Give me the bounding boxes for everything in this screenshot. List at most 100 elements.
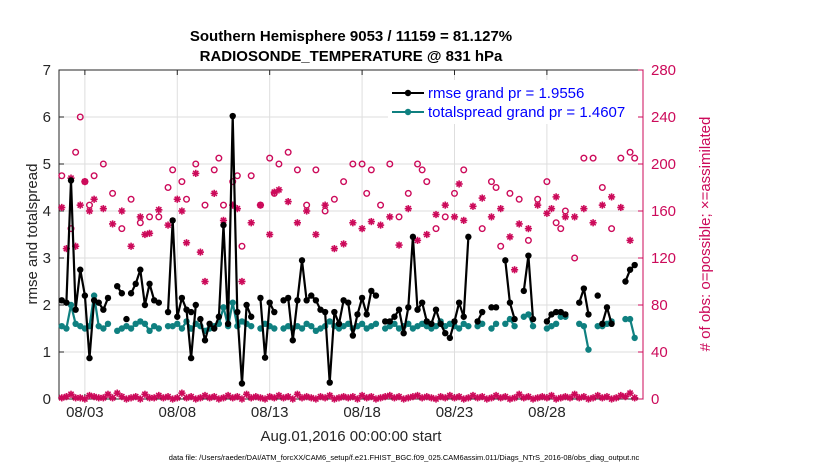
footnote-data-file: data file: /Users/raeder/DAI/ATM_forcXX/…: [169, 453, 640, 462]
obs-possible-marker: [303, 201, 311, 209]
rmse-point: [72, 306, 79, 313]
obs-zero-marker: [626, 389, 634, 397]
rmse-point: [67, 177, 75, 184]
obs-assimilated-marker: [547, 205, 556, 213]
obs-possible-marker: [608, 225, 616, 233]
obs-possible-marker: [414, 160, 422, 168]
rmse-point: [529, 315, 537, 323]
obs-possible-marker: [377, 201, 385, 209]
obs-assimilated-marker: [460, 216, 468, 224]
obs-assimilated-marker: [376, 221, 385, 229]
rmse-point: [104, 294, 112, 302]
obs-possible-marker: [515, 195, 523, 203]
obs-assimilated-marker: [182, 239, 191, 247]
rmse-point: [164, 308, 172, 316]
obs-possible-marker: [247, 172, 255, 180]
obs-assimilated-marker: [173, 195, 181, 203]
rmse-point: [234, 308, 241, 316]
spread-point: [502, 320, 509, 327]
obs-possible-marker: [557, 225, 565, 233]
rmse-point: [460, 313, 467, 320]
obs-possible-marker: [404, 189, 412, 197]
obs-possible-marker: [460, 166, 468, 174]
obs-assimilated-marker: [589, 219, 597, 227]
spread-point: [298, 325, 306, 332]
obs-possible-marker: [626, 148, 634, 156]
obs-assimilated-marker: [312, 230, 320, 239]
obs-assimilated-marker: [155, 206, 163, 214]
spread-point: [326, 318, 333, 325]
obs-zero-marker: [141, 390, 149, 398]
spread-point: [308, 322, 315, 330]
rmse-line-segment: [199, 114, 253, 385]
obs-possible-marker: [85, 201, 93, 209]
rmse-point: [626, 266, 634, 273]
rmse-point: [146, 280, 153, 288]
obs-assimilated-marker: [524, 225, 533, 233]
y-right-tick-label: 200: [651, 156, 676, 173]
spread-point: [585, 346, 592, 353]
obs-assimilated-marker: [450, 213, 459, 221]
obs-assimilated-marker: [515, 220, 523, 228]
obs-assimilated-marker: [561, 213, 569, 221]
rmse-point: [631, 261, 638, 269]
spread-point: [506, 315, 514, 323]
y-left-tick-label: 0: [43, 391, 51, 408]
obs-assimilated-marker: [284, 198, 292, 206]
rmse-point: [197, 315, 204, 323]
rmse-point: [405, 304, 412, 311]
obs-assimilated-marker: [395, 241, 403, 249]
obs-zero-marker: [621, 393, 630, 401]
obs-assimilated-marker: [543, 209, 551, 217]
spread-point: [631, 334, 638, 342]
spread-point: [372, 320, 380, 327]
rmse-point: [451, 318, 458, 325]
obs-assimilated-marker: [340, 240, 348, 248]
obs-assimilated-marker: [303, 207, 311, 215]
obs-assimilated-marker: [266, 230, 274, 239]
spread-point: [580, 322, 588, 330]
obs-possible-marker: [76, 113, 84, 121]
rmse-point: [345, 299, 352, 306]
rmse-point: [552, 308, 560, 316]
obs-zero-marker: [321, 394, 329, 402]
obs-assimilated-marker: [617, 203, 625, 212]
rmse-point: [303, 297, 310, 304]
obs-possible-marker: [210, 166, 218, 174]
obs-possible-marker: [72, 148, 80, 156]
rmse-point: [576, 299, 583, 306]
obs-assimilated-marker: [580, 205, 588, 213]
spread-point: [220, 304, 227, 311]
obs-zero-marker: [95, 394, 103, 402]
rmse-point: [363, 311, 370, 318]
obs-assimilated-marker: [413, 236, 422, 244]
obs-assimilated-marker: [423, 230, 431, 239]
obs-assimilated-marker: [90, 195, 98, 203]
rmse-point: [335, 320, 343, 327]
rmse-point: [178, 294, 186, 302]
rmse-point: [543, 318, 551, 325]
y-right-tick-label: 80: [651, 297, 668, 314]
rmse-point: [326, 379, 333, 386]
spread-point: [164, 322, 172, 330]
y-right-tick-label: 160: [651, 203, 676, 220]
rmse-point: [358, 294, 366, 302]
rmse-point: [562, 311, 569, 318]
rmse-point: [599, 320, 606, 327]
obs-zero-marker: [386, 391, 394, 400]
rmse-point: [312, 297, 320, 304]
obs-possible-marker: [367, 166, 375, 174]
x-tick-label: 08/18: [343, 404, 381, 421]
rmse-point: [289, 337, 296, 344]
spread-point: [104, 320, 112, 327]
rmse-point: [243, 301, 250, 309]
obs-zero-marker: [178, 389, 186, 397]
obs-possible-marker: [441, 213, 449, 221]
obs-assimilated-marker: [85, 207, 94, 215]
obs-zero-marker: [238, 395, 246, 403]
rmse-point: [266, 299, 273, 306]
rmse-point: [608, 320, 615, 327]
y-right-tick-label: 40: [651, 344, 668, 361]
obs-zero-marker: [173, 394, 181, 402]
rmse-point: [137, 266, 144, 273]
